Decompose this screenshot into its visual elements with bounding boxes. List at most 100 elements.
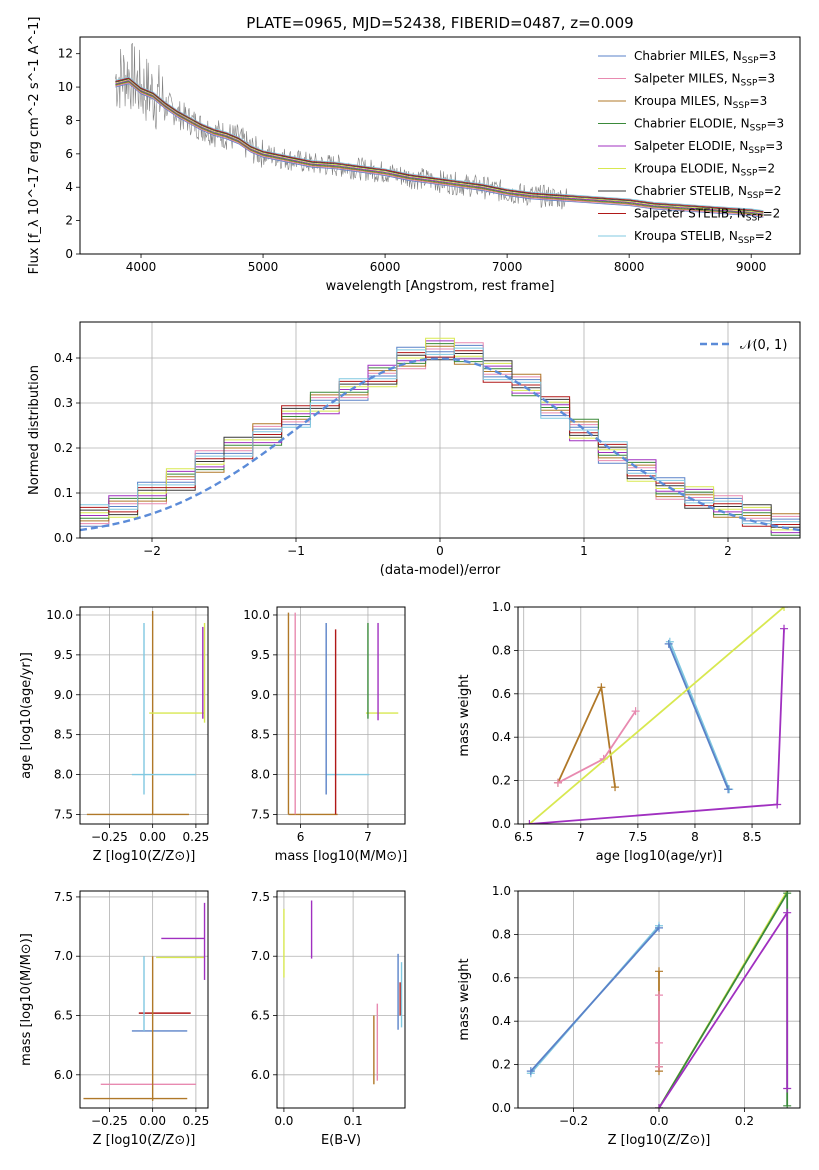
y-tick-label: 7.0: [251, 949, 270, 963]
x-tick-label: −0.25: [91, 1114, 128, 1128]
y-tick-label: 8.0: [251, 768, 270, 782]
spectrum-model-line: [115, 83, 764, 218]
x-tick-label: 2: [724, 544, 732, 558]
weight-point: [783, 891, 792, 898]
weight-point: [526, 1067, 535, 1076]
x-axis-label: (data-model)/error: [380, 563, 501, 578]
y-tick-label: 9.5: [251, 648, 270, 662]
weight-point: [724, 785, 733, 794]
residuals-panel: −2 −1 0 1 2 0.0 0.1 0.2 0.3 0.4 (data-model)/error…: [27, 321, 801, 578]
spectrum-model-line: [115, 76, 764, 211]
weight-point: [780, 607, 789, 611]
x-tick-label: 6: [297, 830, 305, 844]
y-tick-label: 7.5: [251, 807, 270, 821]
x-tick-label: 8: [691, 830, 699, 844]
y-axis-label: Normed distribution: [27, 365, 42, 495]
x-tick-label: 8.5: [743, 830, 762, 844]
age-vs-mass-marks: [287, 612, 399, 816]
weight-point: [655, 967, 663, 976]
x-axis-label: age [log10(age/yr)]: [596, 849, 723, 864]
y-tick-label: 1.0: [492, 884, 511, 898]
axes-frame: [276, 890, 406, 1109]
y-tick-label: 0.4: [492, 1014, 511, 1028]
residual-histogram: [80, 347, 800, 525]
x-axis-label: E(B-V): [321, 1133, 361, 1148]
weight-vs-Z-panel: −0.2 0.0 0.2 0.0 0.2 0.4 0.6 0.8 1.0 Z [log10(Z/Z…: [457, 884, 801, 1148]
x-tick-label: 9000: [736, 260, 767, 274]
y-tick-label: 7.5: [54, 807, 73, 821]
x-tick-label: 7: [364, 830, 372, 844]
spectrum-model-line: [115, 77, 764, 212]
weight-point: [655, 923, 663, 932]
age-vs-mass-panel: 6 7 7.5 8.0 8.5 9.0 9.5 10.0 mass [log10(M/M⊙)]: [243, 606, 408, 864]
spectrum-marks: [115, 43, 764, 218]
age-vs-Z-panel: −0.25 0.00 0.25 7.5 8.0 8.5 9.0 9.5 10.0 Z [log10…: [19, 606, 209, 864]
y-axis-label: mass [log10(M/M⊙)]: [19, 933, 34, 1066]
y-tick-label: 0.2: [492, 1058, 511, 1072]
y-tick-label: 0.2: [492, 774, 511, 788]
legend-entry: Chabrier ELODIE, NSSP=3: [634, 117, 784, 134]
x-tick-label: 5000: [248, 260, 279, 274]
x-axis-label: Z [log10(Z/Z⊙)]: [93, 849, 196, 864]
weight-point: [611, 783, 620, 792]
weight-point: [655, 1038, 663, 1047]
weight-point: [664, 639, 673, 648]
weight-point: [631, 707, 640, 716]
y-tick-label: 8.0: [54, 768, 73, 782]
x-tick-label: −2: [143, 544, 161, 558]
y-tick-label: 0.6: [492, 971, 511, 985]
age-vs-Z-marks: [86, 610, 206, 816]
mass-vs-Z-marks: [83, 902, 206, 1101]
x-tick-label: 0: [436, 544, 444, 558]
axes-frame: [517, 606, 801, 825]
y-axis-label: mass weight: [457, 958, 472, 1040]
y-tick-label: 0: [65, 247, 73, 261]
y-tick-label: 6.0: [251, 1068, 270, 1082]
y-tick-label: 0.4: [492, 730, 511, 744]
weight-point: [780, 624, 789, 633]
y-tick-label: 8.5: [251, 728, 270, 742]
x-tick-label: −1: [287, 544, 305, 558]
y-tick-label: 0.0: [492, 817, 511, 831]
x-tick-label: −0.2: [559, 1114, 588, 1128]
y-tick-label: 7.0: [54, 949, 73, 963]
weight-line: [530, 927, 660, 1072]
y-tick-label: 9.0: [54, 688, 73, 702]
spectrum-model-line: [115, 81, 764, 217]
x-axis-label: Z [log10(Z/Z⊙)]: [608, 1133, 711, 1148]
y-axis-label: mass weight: [457, 674, 472, 756]
x-axis-label: mass [log10(M/M⊙)]: [275, 849, 408, 864]
y-axis-label: Flux [f_λ 10^-17 erg cm^-2 s^-1 A^-1]: [27, 17, 42, 275]
y-tick-label: 9.0: [251, 688, 270, 702]
y-tick-label: 6.5: [54, 1009, 73, 1023]
y-tick-label: 8: [65, 113, 73, 127]
y-axis-label: age [log10(age/yr)]: [19, 652, 34, 779]
spectrum-legend: Chabrier MILES, NSSP=3 Salpeter MILES, NS…: [598, 49, 784, 246]
x-tick-label: 0.00: [139, 1114, 166, 1128]
axes-frame: [79, 321, 801, 539]
y-tick-label: 10.0: [243, 608, 270, 622]
y-tick-label: 10.0: [46, 608, 73, 622]
x-tick-label: 0.00: [139, 830, 166, 844]
x-tick-label: 7: [577, 830, 585, 844]
legend-entry: Salpeter MILES, NSSP=3: [634, 72, 775, 89]
residuals-marks: [80, 337, 800, 536]
weight-point: [553, 778, 562, 787]
y-tick-label: 12: [58, 47, 73, 61]
weight-line: [667, 643, 729, 790]
x-axis-label: Z [log10(Z/Z⊙)]: [93, 1133, 196, 1148]
mass-vs-EBV-marks: [283, 900, 403, 1085]
weight-vs-age-panel: 6.5 7 7.5 8 8.5 0.0 0.2 0.4 0.6 0.8 1.0 age [log10(…: [457, 600, 801, 864]
x-tick-label: 6000: [370, 260, 401, 274]
weight-point: [783, 1084, 792, 1093]
y-tick-label: 0.3: [54, 396, 73, 410]
weight-point: [655, 1062, 663, 1071]
legend-entry: Salpeter STELIB, NSSP=2: [634, 207, 780, 224]
weight-point: [783, 908, 792, 917]
x-tick-label: 0.1: [344, 1114, 363, 1128]
weight-point: [655, 991, 663, 1000]
weight-line: [529, 628, 785, 824]
weight-point: [597, 683, 606, 692]
spectrum-panel: 4000 5000 6000 7000 8000 9000 0 2 4 6 8 10 12 wavelen…: [27, 17, 801, 294]
